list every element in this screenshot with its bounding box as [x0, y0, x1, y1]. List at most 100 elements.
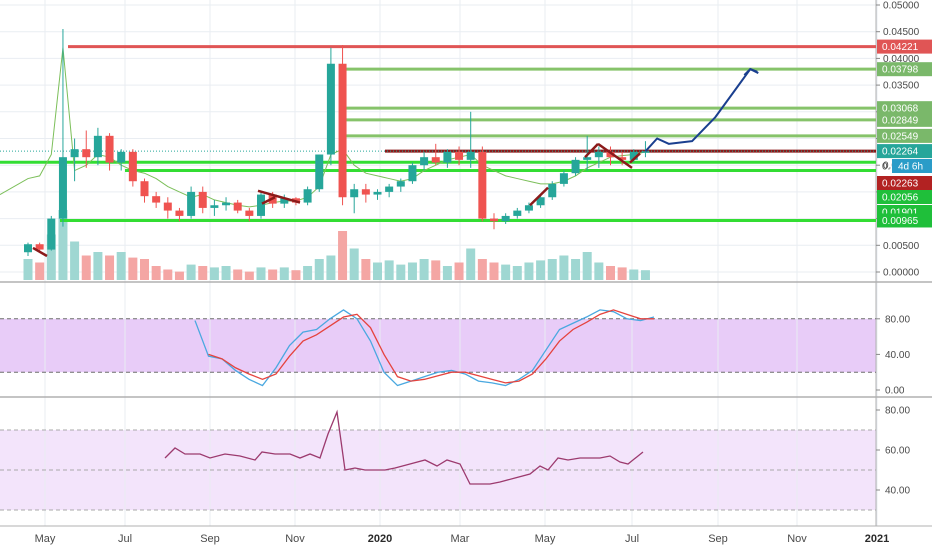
price-tag-label-4: 0.02549 — [882, 131, 919, 142]
candle-body-50 — [606, 151, 615, 158]
volume-bar-24 — [303, 266, 313, 280]
volume-bar-29 — [361, 259, 371, 280]
volume-bar-14 — [186, 264, 196, 280]
price-tag-label-1: 0.03798 — [882, 65, 919, 76]
candle-body-46 — [559, 173, 568, 184]
candle-body-30 — [373, 191, 382, 195]
candle-body-14 — [187, 191, 196, 216]
volume-bar-53 — [640, 270, 650, 280]
candle-body-41 — [501, 215, 510, 222]
candle-body-36 — [443, 151, 452, 163]
price-tag-bg-2 — [877, 101, 932, 116]
candle-body-1 — [35, 244, 44, 250]
candle-body-7 — [105, 135, 114, 163]
time-label-0: May — [35, 533, 56, 545]
candle-body-52 — [629, 151, 638, 160]
volume-bar-13 — [174, 271, 184, 280]
candle-body-44 — [536, 197, 545, 206]
price-tag-label-9: 0.00965 — [882, 216, 919, 227]
volume-bar-41 — [501, 264, 511, 280]
volume-bar-2 — [46, 234, 56, 280]
candle-body-38 — [466, 151, 475, 160]
candle-body-13 — [175, 210, 184, 216]
time-label-9: Nov — [787, 533, 807, 545]
volume-bar-0 — [23, 259, 33, 280]
candle-body-43 — [524, 205, 533, 211]
candle-body-24 — [303, 189, 312, 203]
price-tick-label-10: 0.00000 — [883, 268, 920, 279]
price-tag-label-5: 0.02264 — [882, 147, 919, 158]
volume-bar-33 — [407, 262, 417, 280]
volume-bar-47 — [571, 259, 581, 280]
volume-bar-40 — [489, 262, 499, 280]
candle-body-51 — [618, 157, 627, 160]
candle-body-47 — [571, 159, 580, 174]
time-label-1: Jul — [118, 533, 132, 545]
rsi-tick-label-2: 40.00 — [885, 486, 910, 497]
candle-body-34 — [420, 157, 429, 166]
volume-bar-32 — [396, 264, 406, 280]
candle-body-10 — [140, 181, 149, 197]
countdown-tag-label: 4d 6h — [898, 162, 923, 173]
drawing-stroke-2 — [261, 196, 276, 205]
forecast-arrowhead — [743, 67, 759, 76]
price-tag-label-2: 0.03068 — [882, 104, 919, 115]
volume-bar-30 — [373, 262, 382, 280]
price-tag-bg-6 — [877, 176, 932, 190]
volume-bar-26 — [326, 255, 336, 280]
volume-bar-20 — [256, 267, 266, 280]
volume-bar-25 — [314, 259, 324, 280]
volume-bar-31 — [384, 260, 394, 280]
candle-body-11 — [152, 196, 161, 203]
time-label-5: Mar — [451, 533, 470, 545]
volume-bar-36 — [442, 266, 452, 280]
volume-bar-37 — [454, 262, 464, 280]
candle-body-45 — [548, 183, 557, 198]
candle-body-20 — [257, 194, 265, 216]
candle-body-28 — [350, 189, 359, 198]
drawing-stroke-0 — [32, 246, 48, 258]
candle-body-32 — [396, 181, 405, 187]
drawing-stroke-4 — [584, 142, 599, 159]
candle-body-6 — [93, 135, 102, 158]
candle-body-49 — [594, 151, 603, 158]
rsi-tick-label-1: 60.00 — [885, 446, 910, 457]
price-tick-label-3: 0.03500 — [883, 81, 920, 92]
time-label-10: 2021 — [865, 533, 889, 545]
volume-bar-50 — [606, 266, 615, 280]
price-tag-bg-7 — [877, 190, 932, 204]
stoch-tick-label-1: 40.00 — [885, 350, 910, 361]
volume-bar-52 — [629, 269, 639, 280]
volume-bar-18 — [233, 269, 243, 280]
candle-body-31 — [385, 186, 394, 192]
price-tag-label-7: 0.02056 — [882, 193, 919, 204]
candle-body-22 — [280, 198, 289, 204]
stoch-d-line — [208, 309, 654, 384]
price-tick-label-1: 0.04500 — [883, 27, 920, 38]
time-label-7: Jul — [625, 533, 639, 545]
price-tag-bg-4 — [877, 128, 932, 143]
price-tag-bg-3 — [877, 112, 932, 127]
candle-body-3 — [58, 157, 67, 219]
volume-bar-22 — [279, 267, 289, 280]
volume-bar-1 — [35, 262, 45, 280]
time-label-8: Sep — [708, 533, 728, 545]
stoch-k-line — [194, 309, 655, 387]
volume-bar-28 — [349, 248, 359, 280]
price-tag-label-3: 0.02849 — [882, 115, 919, 126]
price-tag-bg-9 — [877, 213, 932, 228]
candle-body-37 — [455, 151, 464, 160]
candle-body-25 — [315, 154, 324, 190]
candle-body-42 — [513, 210, 522, 216]
price-tick-label-9: 0.00500 — [883, 241, 920, 252]
volume-bar-8 — [116, 252, 126, 280]
candle-body-33 — [408, 165, 417, 182]
price-tag-bg-1 — [877, 62, 932, 77]
candle-body-39 — [478, 151, 487, 219]
candle-body-8 — [117, 151, 126, 163]
volume-bar-4 — [70, 241, 80, 280]
volume-bar-9 — [128, 257, 138, 280]
volume-bar-48 — [582, 252, 592, 280]
